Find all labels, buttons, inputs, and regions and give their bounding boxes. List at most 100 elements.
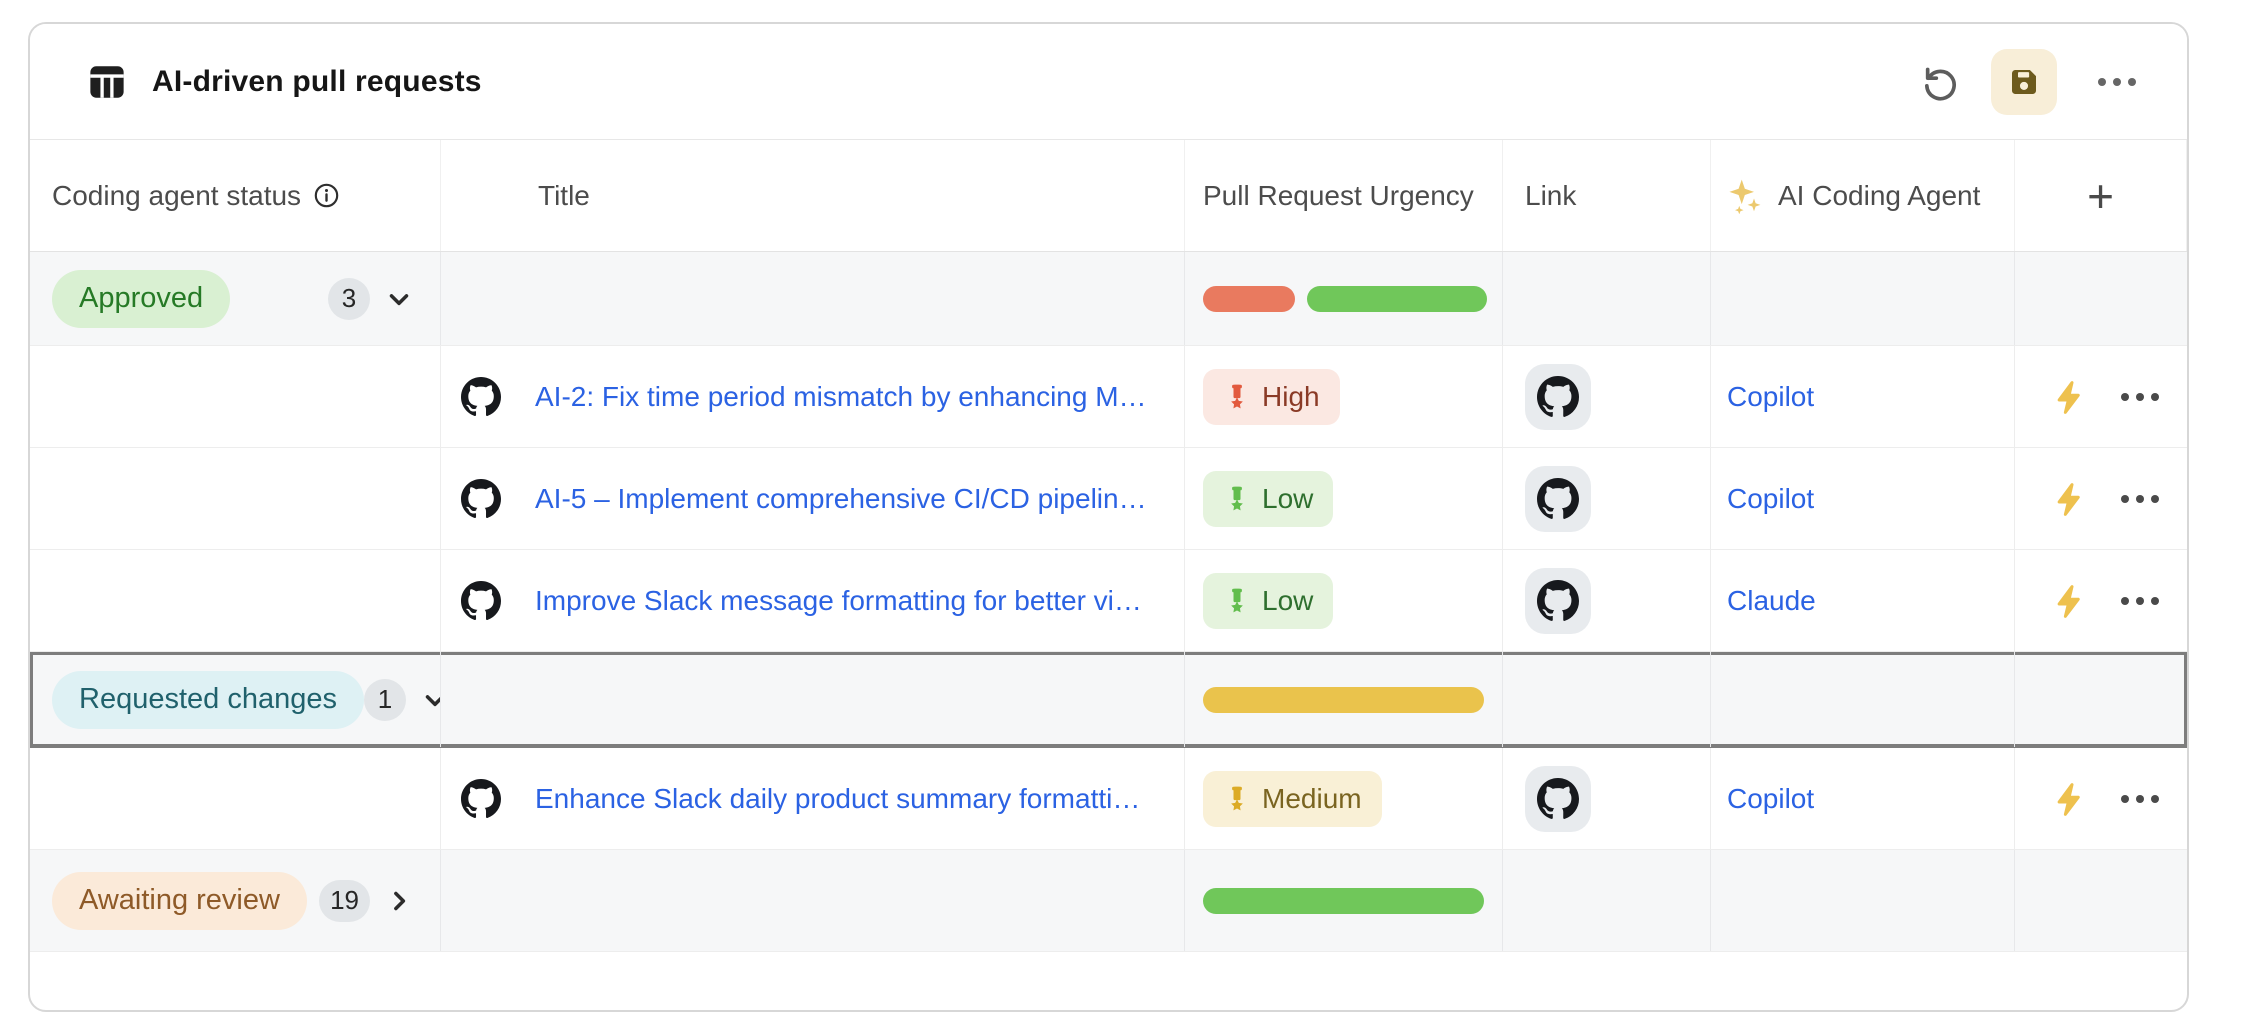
urgency-badge: Low — [1203, 470, 1334, 527]
group-row-requested-changes[interactable]: Requested changes 1 — [30, 652, 2187, 748]
ai-agent-link[interactable]: Copilot — [1727, 482, 1815, 514]
lightning-icon[interactable] — [2051, 583, 2087, 619]
agent-cell[interactable]: Claude — [1711, 550, 2015, 651]
agent-cell[interactable]: Copilot — [1711, 346, 2015, 447]
row-more-options-button[interactable] — [2121, 494, 2159, 503]
urgency-cell[interactable]: Low — [1185, 550, 1503, 651]
sparkles-icon — [1729, 179, 1761, 214]
github-icon — [1537, 579, 1579, 621]
column-label: Pull Request Urgency — [1203, 179, 1474, 211]
group-count-badge: 1 — [363, 678, 406, 721]
ai-agent-link[interactable]: Copilot — [1727, 782, 1815, 814]
row-actions-cell — [2015, 448, 2187, 549]
github-link-button[interactable] — [1525, 765, 1591, 832]
group-urgency-summary-cell — [1185, 252, 1503, 345]
column-header-title[interactable]: Title — [441, 140, 1185, 251]
link-cell[interactable] — [1503, 346, 1711, 447]
lightning-icon[interactable] — [2051, 379, 2087, 415]
group-extra-cell — [2015, 652, 2187, 747]
urgency-badge: Low — [1203, 572, 1334, 629]
column-header-link[interactable]: Link — [1503, 140, 1711, 251]
bar-segment-low — [1307, 285, 1487, 312]
group-status-cell: Requested changes 1 — [30, 652, 441, 747]
urgency-cell[interactable]: Low — [1185, 448, 1503, 549]
status-cell[interactable] — [30, 550, 441, 651]
pr-title-link[interactable]: Improve Slack message formatting for bet… — [535, 584, 1142, 616]
chevron-right-icon[interactable] — [384, 886, 414, 916]
title-cell[interactable]: AI-5 – Implement comprehensive CI/CD pip… — [441, 448, 1185, 549]
record-row[interactable]: Improve Slack message formatting for bet… — [30, 550, 2187, 652]
column-label: Link — [1525, 179, 1577, 211]
status-cell[interactable] — [30, 748, 441, 849]
save-button[interactable] — [1991, 48, 2057, 115]
group-link-cell — [1503, 652, 1711, 747]
urgency-cell[interactable]: High — [1185, 346, 1503, 447]
group-agent-cell — [1711, 652, 2015, 747]
group-row-awaiting-review[interactable]: Awaiting review 19 — [30, 850, 2187, 952]
group-count-badge: 3 — [328, 277, 370, 320]
group-urgency-summary-cell — [1185, 652, 1503, 747]
column-label: Title — [538, 179, 590, 211]
column-label: AI Coding Agent — [1778, 179, 1981, 211]
github-link-button[interactable] — [1525, 465, 1591, 532]
link-cell[interactable] — [1503, 748, 1711, 849]
title-cell[interactable]: Enhance Slack daily product summary form… — [441, 748, 1185, 849]
status-badge: Approved — [52, 269, 231, 328]
row-more-options-button[interactable] — [2121, 794, 2159, 803]
agent-cell[interactable]: Copilot — [1711, 448, 2015, 549]
ai-agent-link[interactable]: Claude — [1727, 584, 1816, 616]
pr-title-link[interactable]: Enhance Slack daily product summary form… — [535, 782, 1141, 814]
ai-agent-link[interactable]: Copilot — [1727, 380, 1815, 412]
add-column-button[interactable]: + — [2015, 140, 2187, 251]
urgency-label: Low — [1262, 584, 1314, 616]
link-cell[interactable] — [1503, 448, 1711, 549]
more-options-icon — [2098, 77, 2136, 86]
row-more-options-button[interactable] — [2121, 392, 2159, 401]
agent-cell[interactable]: Copilot — [1711, 748, 2015, 849]
group-urgency-summary-cell — [1185, 850, 1503, 951]
group-status-cell: Approved 3 — [30, 252, 441, 345]
column-header-status[interactable]: Coding agent status — [30, 140, 441, 251]
group-status-cell: Awaiting review 19 — [30, 850, 441, 951]
row-actions-cell — [2015, 346, 2187, 447]
urgency-distribution-bars — [1203, 887, 1484, 914]
pr-title-link[interactable]: AI-2: Fix time period mismatch by enhanc… — [535, 380, 1147, 412]
pr-title-link[interactable]: AI-5 – Implement comprehensive CI/CD pip… — [535, 482, 1147, 514]
group-count-badge: 19 — [319, 879, 370, 922]
title-cell[interactable]: Improve Slack message formatting for bet… — [441, 550, 1185, 651]
status-badge: Awaiting review — [52, 871, 307, 930]
group-extra-cell — [2015, 850, 2187, 951]
github-icon — [461, 580, 501, 620]
group-agent-cell — [1711, 252, 2015, 345]
record-row[interactable]: AI-2: Fix time period mismatch by enhanc… — [30, 346, 2187, 448]
urgency-label: Medium — [1262, 782, 1362, 814]
github-link-button[interactable] — [1525, 363, 1591, 430]
row-more-options-button[interactable] — [2121, 596, 2159, 605]
table-icon — [88, 64, 126, 99]
status-cell[interactable] — [30, 346, 441, 447]
title-cell[interactable]: AI-2: Fix time period mismatch by enhanc… — [441, 346, 1185, 447]
lightning-icon[interactable] — [2051, 481, 2087, 517]
link-cell[interactable] — [1503, 550, 1711, 651]
column-header-urgency[interactable]: Pull Request Urgency — [1185, 140, 1503, 251]
group-row-approved[interactable]: Approved 3 — [30, 252, 2187, 346]
chevron-down-icon[interactable] — [420, 685, 441, 715]
plus-icon: + — [2087, 169, 2114, 222]
chevron-down-icon[interactable] — [384, 284, 414, 314]
record-row[interactable]: AI-5 – Implement comprehensive CI/CD pip… — [30, 448, 2187, 550]
status-badge: Requested changes — [52, 670, 364, 729]
record-row[interactable]: Enhance Slack daily product summary form… — [30, 748, 2187, 850]
bar-segment-high — [1203, 285, 1295, 312]
info-icon[interactable] — [313, 182, 340, 209]
group-title-cell — [441, 652, 1185, 747]
records-grid: Coding agent status Title Pull Request U… — [30, 140, 2187, 952]
group-link-cell — [1503, 252, 1711, 345]
urgency-cell[interactable]: Medium — [1185, 748, 1503, 849]
status-cell[interactable] — [30, 448, 441, 549]
github-link-button[interactable] — [1525, 567, 1591, 634]
column-header-ai-agent[interactable]: AI Coding Agent — [1711, 140, 2015, 251]
group-link-cell — [1503, 850, 1711, 951]
card-more-options-button[interactable] — [2087, 54, 2147, 110]
lightning-icon[interactable] — [2051, 781, 2087, 817]
undo-button[interactable] — [1913, 54, 1969, 110]
